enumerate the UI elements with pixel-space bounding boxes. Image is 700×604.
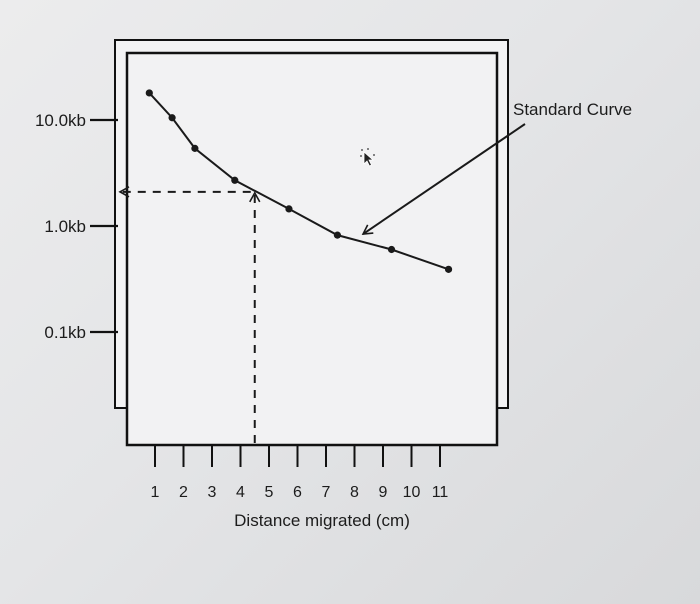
x-tick-label: 8 — [350, 484, 359, 501]
cursor-icon — [360, 148, 375, 167]
x-tick-label: 4 — [236, 484, 245, 501]
x-axis-ticks: 1 2 3 4 5 6 7 8 9 10 11 — [151, 444, 449, 501]
annotation-standard-curve: Standard Curve — [513, 100, 632, 119]
data-point — [444, 265, 453, 273]
standard-curve-points — [145, 89, 453, 273]
y-axis-ticks: 10.0kb 1.0kb 0.1kb — [35, 111, 118, 342]
plot-frame — [125, 51, 499, 447]
y-tick-label: 0.1kb — [44, 323, 86, 342]
data-point — [145, 89, 153, 97]
x-tick-label: 11 — [432, 484, 449, 501]
x-tick-label: 1 — [151, 484, 160, 501]
y-tick-label: 1.0kb — [44, 217, 86, 236]
x-tick-label: 7 — [322, 484, 331, 501]
x-tick-label: 5 — [265, 484, 274, 501]
x-tick-label: 2 — [179, 484, 188, 501]
data-point — [168, 114, 176, 122]
data-point — [387, 245, 396, 254]
data-point — [285, 205, 293, 213]
x-axis-label: Distance migrated (cm) — [234, 511, 410, 530]
x-tick-label: 10 — [403, 484, 421, 501]
data-point — [333, 231, 341, 239]
y-tick-label: 10.0kb — [35, 111, 86, 130]
annotation-arrow — [361, 123, 526, 235]
standard-curve-line — [148, 92, 449, 271]
data-point — [231, 176, 239, 184]
x-tick-label: 9 — [379, 484, 388, 501]
x-tick-label: 6 — [293, 484, 302, 501]
data-point — [191, 144, 199, 152]
x-tick-label: 3 — [208, 484, 217, 501]
